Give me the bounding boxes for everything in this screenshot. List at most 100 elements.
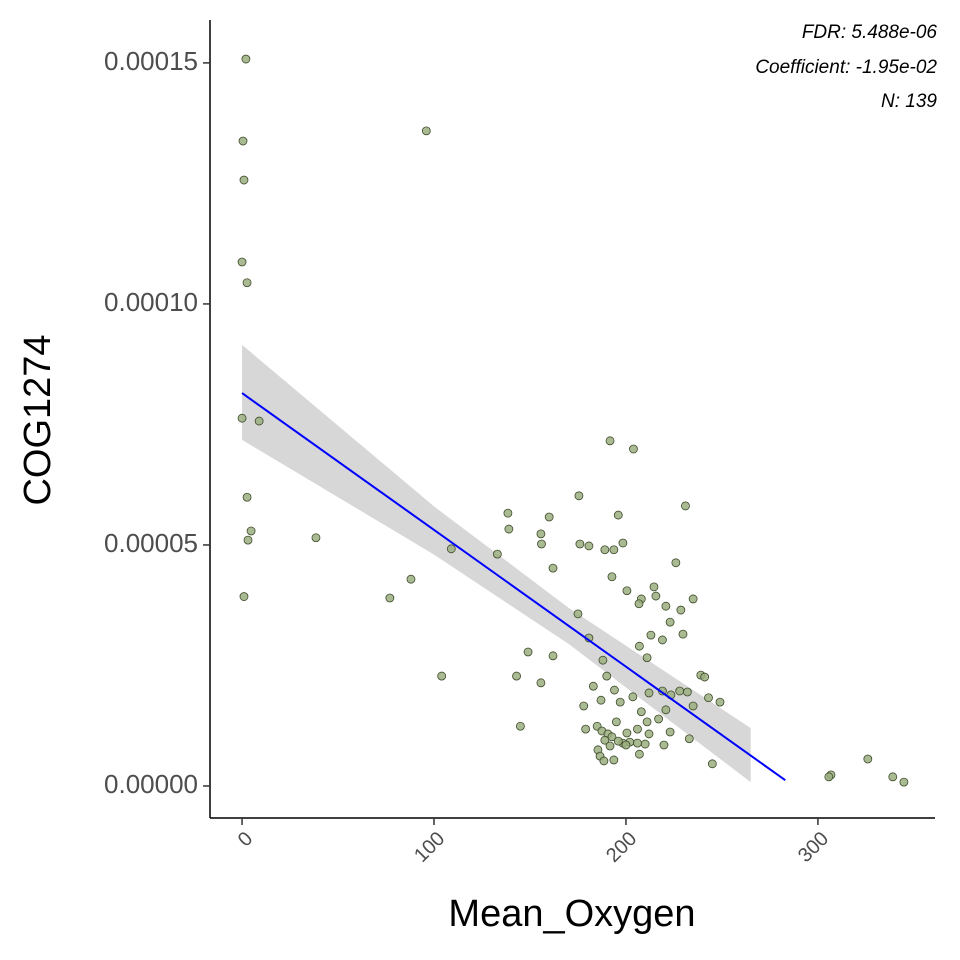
point bbox=[613, 736, 623, 746]
point bbox=[628, 692, 638, 702]
point bbox=[598, 655, 608, 665]
point bbox=[633, 738, 642, 748]
point bbox=[684, 734, 694, 744]
point bbox=[574, 491, 584, 501]
point bbox=[537, 539, 546, 549]
y-tick-label: 0.00000 bbox=[104, 769, 198, 799]
point bbox=[633, 724, 642, 734]
point bbox=[621, 740, 631, 750]
point bbox=[704, 693, 713, 703]
point bbox=[863, 754, 873, 764]
point bbox=[615, 697, 625, 707]
point bbox=[536, 529, 546, 539]
point bbox=[715, 697, 725, 707]
point bbox=[243, 535, 253, 545]
point bbox=[512, 671, 521, 681]
point bbox=[503, 508, 513, 518]
y-axis-title: COG1274 bbox=[17, 334, 59, 505]
point bbox=[622, 728, 632, 738]
point bbox=[446, 544, 456, 554]
point bbox=[888, 772, 898, 782]
point bbox=[622, 586, 632, 596]
point bbox=[678, 629, 688, 639]
point bbox=[523, 647, 533, 657]
annotation: N: 139 bbox=[881, 91, 937, 112]
point bbox=[605, 436, 615, 446]
point bbox=[636, 707, 646, 717]
point bbox=[242, 492, 252, 502]
point bbox=[602, 671, 612, 681]
point bbox=[599, 756, 609, 766]
point bbox=[588, 681, 598, 691]
point bbox=[579, 701, 589, 711]
point bbox=[658, 635, 667, 645]
y-tick-label: 0.00015 bbox=[104, 46, 198, 76]
point bbox=[254, 416, 264, 426]
point bbox=[634, 599, 644, 609]
point bbox=[634, 641, 644, 651]
point bbox=[665, 727, 675, 737]
point bbox=[671, 558, 681, 568]
point bbox=[665, 617, 675, 627]
point bbox=[515, 721, 525, 731]
point bbox=[239, 175, 249, 185]
point bbox=[640, 739, 650, 749]
point bbox=[644, 688, 654, 698]
y-tick-label: 0.00010 bbox=[104, 287, 198, 317]
point bbox=[613, 510, 623, 520]
point bbox=[607, 732, 617, 742]
point bbox=[611, 717, 621, 727]
point bbox=[238, 136, 248, 146]
point bbox=[700, 672, 710, 682]
annotation: FDR: 5.488e-06 bbox=[802, 22, 938, 43]
point bbox=[600, 545, 610, 555]
point bbox=[661, 705, 671, 715]
point bbox=[646, 630, 656, 640]
point bbox=[675, 686, 685, 696]
point bbox=[607, 572, 617, 582]
point bbox=[661, 601, 671, 611]
point bbox=[544, 512, 554, 522]
point bbox=[575, 539, 585, 549]
point bbox=[548, 563, 558, 573]
point bbox=[536, 678, 546, 688]
point bbox=[899, 777, 909, 787]
point bbox=[239, 592, 249, 601]
point bbox=[688, 701, 698, 711]
point bbox=[596, 695, 606, 705]
point bbox=[421, 126, 431, 136]
point bbox=[246, 526, 256, 536]
point bbox=[609, 755, 619, 765]
point bbox=[629, 444, 638, 454]
x-tick-label: 100 bbox=[410, 828, 449, 867]
point bbox=[492, 549, 502, 559]
point bbox=[437, 671, 447, 681]
point bbox=[634, 749, 644, 759]
point bbox=[642, 653, 652, 663]
point bbox=[237, 413, 247, 423]
point bbox=[654, 714, 663, 724]
point bbox=[610, 685, 619, 695]
point bbox=[682, 687, 692, 697]
point bbox=[707, 759, 717, 769]
point bbox=[311, 533, 321, 543]
point bbox=[644, 729, 654, 739]
point bbox=[676, 605, 686, 615]
point bbox=[584, 541, 594, 551]
point bbox=[504, 524, 514, 534]
x-tick-label: 200 bbox=[602, 828, 641, 867]
point bbox=[548, 651, 558, 661]
x-tick-label: 300 bbox=[794, 828, 833, 867]
x-tick-label: 0 bbox=[234, 828, 257, 851]
point bbox=[609, 545, 619, 555]
point bbox=[605, 741, 615, 751]
point bbox=[600, 735, 610, 745]
point bbox=[385, 593, 395, 603]
point bbox=[649, 582, 659, 592]
y-tick-label: 0.00005 bbox=[104, 528, 198, 558]
point bbox=[688, 594, 698, 604]
point bbox=[237, 257, 247, 267]
point bbox=[651, 591, 661, 601]
x-axis-title: Mean_Oxygen bbox=[448, 893, 695, 935]
